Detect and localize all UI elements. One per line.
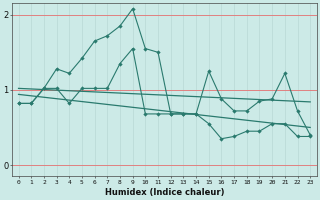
X-axis label: Humidex (Indice chaleur): Humidex (Indice chaleur): [105, 188, 224, 197]
